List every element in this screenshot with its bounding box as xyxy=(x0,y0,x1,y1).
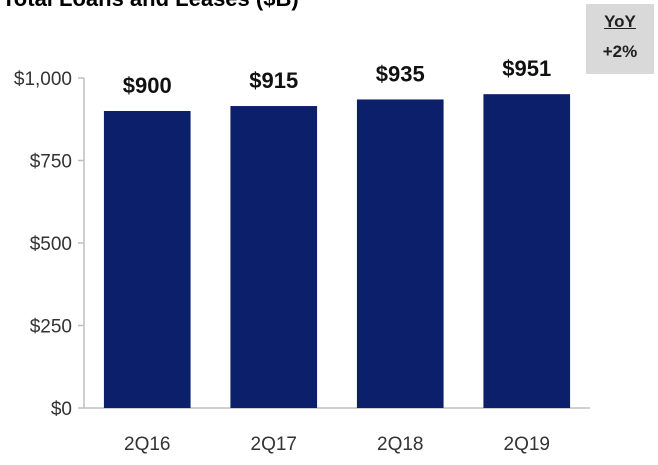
x-tick-label-2q17: 2Q17 xyxy=(251,434,297,455)
x-tick-label-2q16: 2Q16 xyxy=(124,434,170,455)
bar-2q16 xyxy=(103,111,191,408)
data-labels: $900 $915 $935 $951 xyxy=(123,56,551,98)
data-label-2q19: $951 xyxy=(502,56,551,81)
chart-title: Total Loans and Leases ($B) xyxy=(2,0,299,14)
data-label-2q18: $935 xyxy=(376,61,425,86)
x-tick-label-2q19: 2Q19 xyxy=(504,434,550,455)
yoy-value: +2% xyxy=(602,42,638,61)
data-label-2q17: $915 xyxy=(249,68,298,93)
bar-2q19 xyxy=(483,94,571,409)
yoy-badge: YoY +2% xyxy=(586,4,654,74)
y-tick-label: $500 xyxy=(30,234,72,255)
x-axis-labels: 2Q16 2Q17 2Q18 2Q19 xyxy=(124,434,550,455)
y-tick-label: $1,000 xyxy=(14,69,72,90)
bar-2q17 xyxy=(230,106,318,409)
bar-2q18 xyxy=(356,99,444,408)
bars xyxy=(103,94,571,409)
y-axis-ticks: $0 $250 $500 $750 $1,000 xyxy=(14,69,84,420)
y-tick-label: $250 xyxy=(30,317,72,338)
y-tick-label: $0 xyxy=(51,399,72,420)
y-tick-label: $750 xyxy=(30,152,72,173)
data-label-2q16: $900 xyxy=(123,73,172,98)
x-tick-label-2q18: 2Q18 xyxy=(377,434,423,455)
yoy-label: YoY xyxy=(604,12,636,31)
